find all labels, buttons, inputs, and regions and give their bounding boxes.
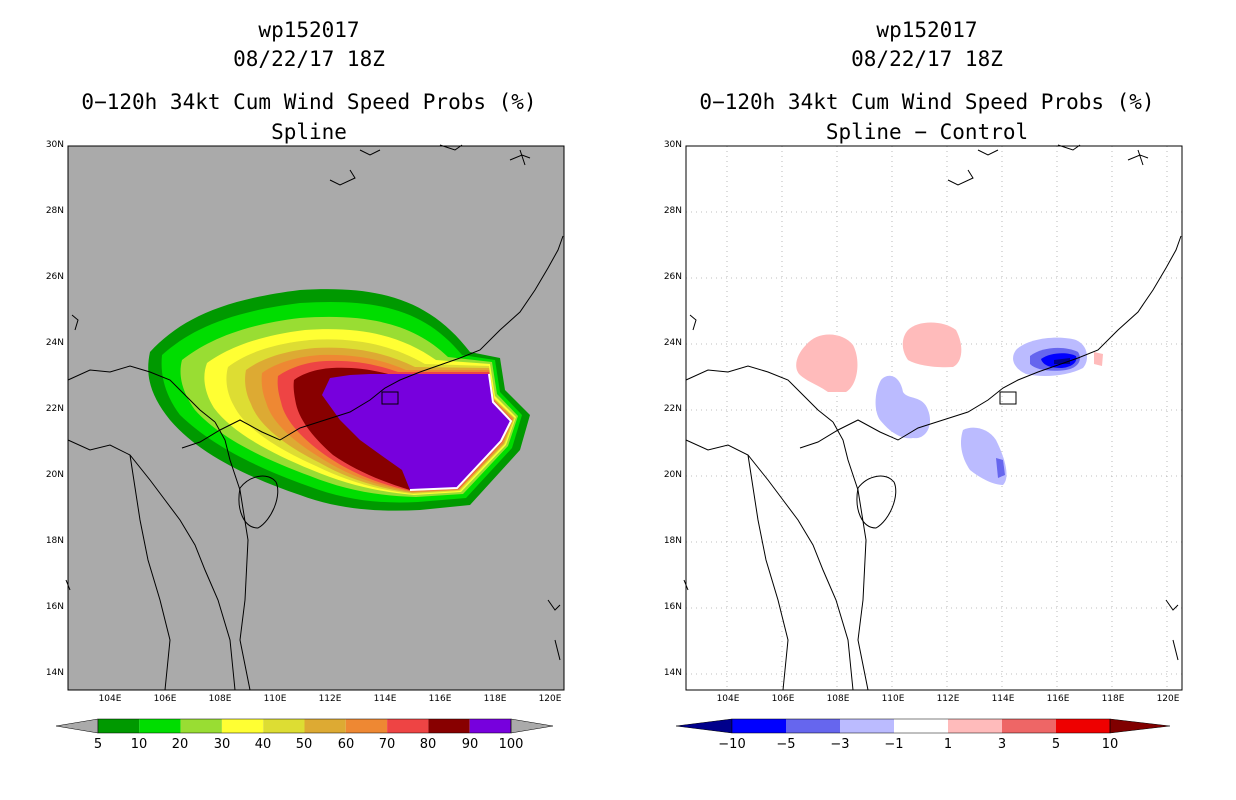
lat-label: 24N — [663, 338, 682, 348]
colorbar-label: −1 — [884, 737, 904, 752]
map-background — [686, 146, 1182, 690]
lon-label: 118E — [1101, 694, 1125, 704]
lon-label: 112E — [936, 694, 960, 704]
lat-label: 26N — [663, 272, 682, 282]
map-frame — [67, 145, 565, 691]
lon-label: 106E — [153, 694, 177, 704]
colorbar-swatch — [221, 719, 264, 733]
colorbar-label: −5 — [776, 737, 796, 752]
lat-label: 22N — [45, 404, 64, 414]
colorbar — [55, 718, 554, 734]
lat-label: 28N — [663, 206, 682, 216]
lat-label: 30N — [663, 140, 682, 150]
lon-label: 110E — [881, 694, 905, 704]
lat-label: 18N — [45, 536, 64, 546]
colorbar-label: 70 — [378, 737, 396, 752]
plot-subtitle: Spline — [271, 120, 347, 144]
colorbar-label: 60 — [337, 737, 355, 752]
lon-label: 116E — [1046, 694, 1070, 704]
colorbar-label: −10 — [718, 737, 746, 752]
colorbar-label: −3 — [830, 737, 850, 752]
colorbar-swatch — [387, 719, 429, 733]
storm-id: wp152017 — [876, 18, 978, 42]
colorbar-label: 5 — [1051, 737, 1061, 752]
colorbar-label: 3 — [997, 737, 1007, 752]
map-frame — [685, 145, 1183, 691]
left-map-svg — [55, 144, 565, 734]
lat-label: 16N — [663, 602, 682, 612]
colorbar-swatch — [428, 719, 470, 733]
colorbar-swatch — [948, 719, 1002, 733]
lat-label: 16N — [45, 602, 64, 612]
colorbar-label: 90 — [461, 737, 479, 752]
right-map-svg — [675, 144, 1183, 734]
colorbar-swatch — [263, 719, 305, 733]
grid-lines — [686, 146, 1182, 690]
lon-label: 116E — [428, 694, 452, 704]
colorbar-swatch — [469, 719, 511, 733]
plot-title: 0−120h 34kt Cum Wind Speed Probs (%) — [81, 90, 537, 114]
datetime: 08/22/17 18Z — [851, 47, 1003, 71]
colorbar-swatch — [304, 719, 346, 733]
colorbar-label: 80 — [419, 737, 437, 752]
colorbar-swatch — [840, 719, 894, 733]
colorbar-label: 10 — [130, 737, 148, 752]
lat-label: 24N — [45, 338, 64, 348]
colorbar-label: 100 — [498, 737, 524, 752]
lat-label: 22N — [663, 404, 682, 414]
colorbar-swatch — [1056, 719, 1110, 733]
colorbar-label: 50 — [295, 737, 313, 752]
right-panel: wp152017 08/22/17 18Z 0−120h 34kt Cum Wi… — [618, 0, 1236, 800]
lon-label: 108E — [826, 694, 850, 704]
lat-label: 20N — [45, 470, 64, 480]
colorbar-label: 30 — [213, 737, 231, 752]
lon-label: 114E — [373, 694, 397, 704]
colorbar-swatch — [345, 719, 388, 733]
colorbar — [675, 718, 1171, 734]
lat-label: 28N — [45, 206, 64, 216]
colorbar-swatch — [139, 719, 181, 733]
colorbar-swatch — [1002, 719, 1056, 733]
plot-title: 0−120h 34kt Cum Wind Speed Probs (%) — [699, 90, 1155, 114]
probability-swath — [148, 289, 530, 511]
lon-label: 110E — [263, 694, 287, 704]
lat-label: 26N — [45, 272, 64, 282]
colorbar-label: 10 — [1101, 737, 1119, 752]
colorbar-label: 1 — [943, 737, 953, 752]
lat-label: 18N — [663, 536, 682, 546]
difference-contours — [796, 322, 1103, 485]
lon-label: 104E — [98, 694, 122, 704]
coastlines — [683, 144, 1182, 691]
lat-label: 14N — [45, 668, 64, 678]
lon-label: 120E — [1156, 694, 1180, 704]
left-panel: wp152017 08/22/17 18Z 0−120h 34kt Cum Wi… — [45, 18, 565, 752]
colorbar-label: 40 — [254, 737, 272, 752]
lon-label: 106E — [771, 694, 795, 704]
lon-label: 108E — [208, 694, 232, 704]
lon-label: 114E — [991, 694, 1015, 704]
lon-label: 112E — [318, 694, 342, 704]
colorbar-swatch — [732, 719, 786, 733]
colorbar-swatch — [180, 719, 222, 733]
plot-subtitle: Spline − Control — [825, 120, 1029, 144]
lat-label: 30N — [45, 140, 64, 150]
lat-label: 20N — [663, 470, 682, 480]
colorbar-swatch — [786, 719, 840, 733]
lat-label: 14N — [663, 668, 682, 678]
colorbar-label: 5 — [93, 737, 103, 752]
lon-label: 118E — [483, 694, 507, 704]
lon-label: 120E — [538, 694, 562, 704]
datetime: 08/22/17 18Z — [233, 47, 385, 71]
colorbar-swatch — [894, 719, 948, 733]
coastlines — [65, 144, 564, 691]
lon-label: 104E — [716, 694, 740, 704]
colorbar-swatch — [98, 719, 140, 733]
colorbar-label: 20 — [171, 737, 189, 752]
storm-id: wp152017 — [258, 18, 360, 42]
